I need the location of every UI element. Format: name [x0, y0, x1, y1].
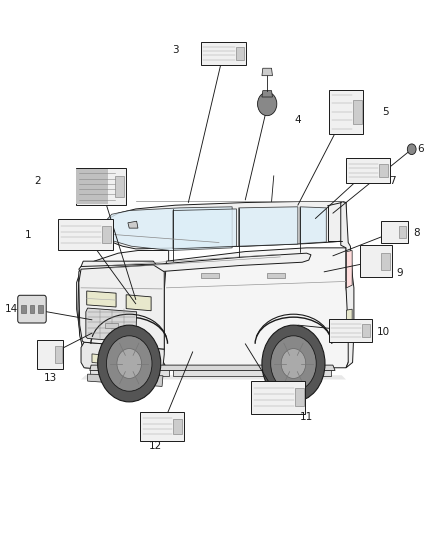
Polygon shape	[77, 251, 169, 368]
Polygon shape	[86, 308, 137, 342]
Text: 5: 5	[382, 107, 389, 117]
Polygon shape	[21, 305, 25, 313]
Polygon shape	[106, 207, 232, 251]
Polygon shape	[105, 323, 118, 328]
Text: 2: 2	[34, 176, 41, 186]
Polygon shape	[262, 91, 272, 97]
Polygon shape	[267, 273, 285, 278]
Polygon shape	[201, 273, 219, 278]
Circle shape	[117, 349, 141, 378]
FancyBboxPatch shape	[362, 324, 370, 337]
Polygon shape	[126, 295, 151, 311]
Polygon shape	[79, 265, 164, 349]
Polygon shape	[346, 309, 352, 333]
FancyBboxPatch shape	[295, 388, 304, 406]
FancyBboxPatch shape	[251, 381, 305, 414]
FancyBboxPatch shape	[399, 226, 406, 238]
FancyBboxPatch shape	[76, 168, 109, 204]
Polygon shape	[88, 374, 163, 386]
Circle shape	[98, 325, 161, 402]
FancyBboxPatch shape	[379, 164, 388, 177]
FancyBboxPatch shape	[173, 418, 182, 434]
FancyBboxPatch shape	[102, 226, 111, 243]
FancyBboxPatch shape	[328, 90, 364, 134]
Text: 3: 3	[172, 45, 179, 54]
Text: 9: 9	[396, 268, 403, 278]
Text: 8: 8	[413, 228, 420, 238]
Polygon shape	[79, 253, 311, 273]
Text: 14: 14	[4, 304, 18, 314]
Polygon shape	[87, 291, 116, 307]
FancyBboxPatch shape	[58, 219, 113, 250]
Text: 10: 10	[377, 327, 390, 336]
Circle shape	[281, 349, 306, 378]
FancyBboxPatch shape	[353, 100, 362, 124]
Polygon shape	[173, 370, 331, 376]
Polygon shape	[78, 261, 164, 357]
Polygon shape	[90, 365, 335, 370]
FancyBboxPatch shape	[115, 176, 124, 197]
Circle shape	[258, 92, 277, 116]
Text: 4: 4	[294, 115, 301, 125]
Polygon shape	[90, 370, 169, 376]
Circle shape	[106, 336, 152, 391]
Polygon shape	[341, 201, 354, 368]
FancyBboxPatch shape	[328, 319, 372, 342]
FancyBboxPatch shape	[18, 295, 46, 323]
Polygon shape	[38, 305, 42, 313]
FancyBboxPatch shape	[236, 47, 244, 60]
Polygon shape	[92, 354, 114, 365]
Polygon shape	[346, 251, 352, 288]
Polygon shape	[239, 207, 298, 246]
FancyBboxPatch shape	[201, 42, 246, 65]
Text: 6: 6	[417, 144, 424, 154]
Text: 12: 12	[149, 441, 162, 451]
Polygon shape	[30, 305, 34, 313]
FancyBboxPatch shape	[360, 245, 392, 277]
FancyBboxPatch shape	[76, 168, 126, 205]
Polygon shape	[128, 221, 138, 228]
FancyBboxPatch shape	[346, 158, 390, 183]
FancyBboxPatch shape	[381, 221, 408, 243]
Polygon shape	[81, 342, 164, 374]
Text: 7: 7	[389, 176, 396, 186]
Text: 13: 13	[44, 374, 57, 383]
Polygon shape	[173, 209, 237, 249]
Polygon shape	[81, 375, 346, 379]
FancyBboxPatch shape	[38, 340, 64, 369]
Polygon shape	[104, 201, 346, 249]
Text: 1: 1	[25, 230, 32, 239]
Polygon shape	[262, 68, 272, 76]
Polygon shape	[162, 248, 350, 368]
Polygon shape	[300, 207, 326, 244]
Circle shape	[262, 325, 325, 402]
FancyBboxPatch shape	[55, 346, 61, 362]
Text: 11: 11	[300, 413, 313, 422]
Circle shape	[271, 336, 316, 391]
FancyBboxPatch shape	[381, 253, 390, 270]
FancyBboxPatch shape	[140, 412, 184, 441]
Circle shape	[407, 144, 416, 155]
